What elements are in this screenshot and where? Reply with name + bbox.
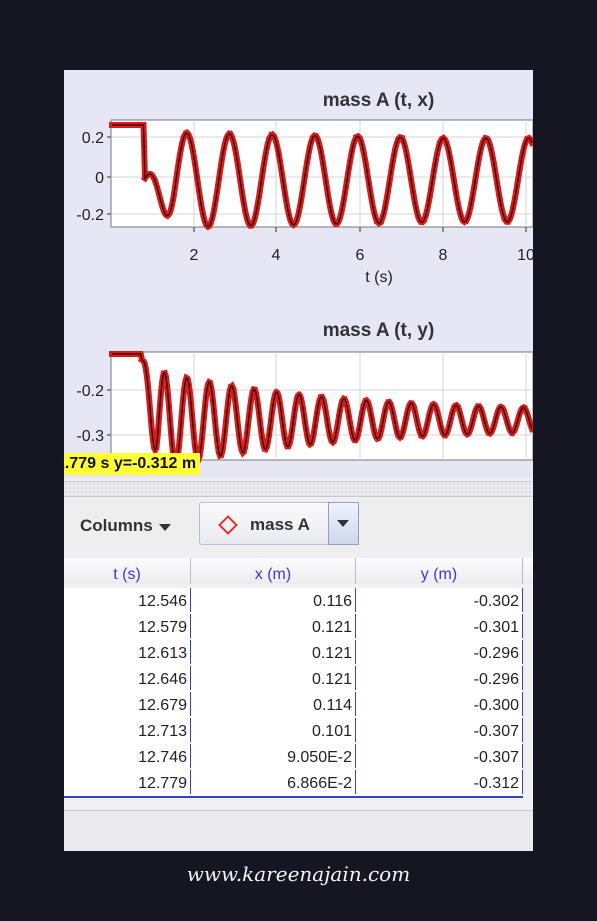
table-cell[interactable]: 12.546: [64, 588, 191, 612]
diamond-marker-icon: [218, 515, 238, 535]
column-header-x[interactable]: x (m): [191, 558, 356, 584]
table-cell[interactable]: 0.116: [191, 588, 356, 612]
table-cell[interactable]: -0.307: [356, 744, 523, 768]
x-tick-label: 6: [356, 247, 365, 264]
columns-button[interactable]: Columns: [80, 513, 171, 539]
coordinate-readout: 2.779 s y=-0.312 m: [64, 453, 201, 475]
y-tick-label: 0.2: [82, 130, 104, 147]
watermark-text: www.kareenajain.com: [186, 862, 411, 886]
table-row[interactable]: 12.546 0.116 -0.302: [64, 588, 523, 616]
plot2-graph[interactable]: -0.2 -0.3: [64, 70, 533, 478]
table-toolbar: Columns mass A: [64, 499, 533, 552]
plot1-title: mass A (t, x): [322, 90, 435, 111]
table-cell[interactable]: -0.312: [356, 770, 523, 794]
column-header-y[interactable]: y (m): [356, 558, 523, 584]
plot1-trace-line: [112, 124, 533, 228]
table-row[interactable]: 12.579 0.121 -0.301: [64, 614, 523, 642]
table-cell[interactable]: 12.713: [64, 718, 191, 742]
table-cell[interactable]: -0.301: [356, 614, 523, 638]
table-cell[interactable]: -0.300: [356, 692, 523, 716]
table-cell[interactable]: -0.296: [356, 666, 523, 690]
table-cell[interactable]: -0.307: [356, 718, 523, 742]
plot2-title: mass A (t, y): [322, 320, 435, 341]
x-tick-label: 8: [439, 247, 448, 264]
table-row[interactable]: 12.779 6.866E-2 -0.312: [64, 770, 523, 798]
table-cell[interactable]: 12.746: [64, 744, 191, 768]
y-tick-label: -0.3: [76, 428, 104, 445]
split-pane-divider[interactable]: [64, 481, 533, 497]
table-cell[interactable]: 0.121: [191, 640, 356, 664]
table-row[interactable]: 12.679 0.114 -0.300: [64, 692, 523, 720]
table-row[interactable]: 12.746 9.050E-2 -0.307: [64, 744, 523, 772]
table-row[interactable]: 12.613 0.121 -0.296: [64, 640, 523, 668]
plot1-x-axis-label: t (s): [365, 269, 393, 286]
plot1-graph[interactable]: 0.2 0 -0.2 2 4 6 8 10 t (s): [64, 70, 533, 300]
app-window: mass A (t, x) 0.2 0 -0.2 2 4 6 8 10 t (s) mass…: [64, 70, 533, 851]
column-header-filler: [523, 558, 533, 584]
y-tick-label: -0.2: [76, 207, 104, 224]
chevron-down-icon: [337, 520, 349, 527]
y-tick-label: -0.2: [76, 383, 104, 400]
table-cell[interactable]: 12.579: [64, 614, 191, 638]
table-row[interactable]: 12.713 0.101 -0.307: [64, 718, 523, 746]
table-row[interactable]: 12.646 0.121 -0.296: [64, 666, 523, 694]
series-dropdown-label: mass A: [250, 515, 310, 534]
y-tick-label: 0: [95, 170, 104, 187]
coordinate-readout-text: 2.779 s y=-0.312 m: [64, 455, 197, 472]
table-cell[interactable]: 12.779: [64, 770, 191, 794]
columns-button-label: Columns: [80, 516, 153, 535]
column-header-t[interactable]: t (s): [64, 558, 191, 584]
table-cell[interactable]: 12.613: [64, 640, 191, 664]
table-cell[interactable]: 12.646: [64, 666, 191, 690]
chevron-down-icon: [158, 523, 171, 531]
plot2-trace-line: [112, 353, 533, 467]
table-cell[interactable]: 6.866E-2: [191, 770, 356, 794]
table-cell[interactable]: -0.296: [356, 640, 523, 664]
series-dropdown[interactable]: mass A: [199, 502, 359, 545]
x-tick-label: 10: [517, 247, 533, 264]
plot-panel: mass A (t, x) 0.2 0 -0.2 2 4 6 8 10 t (s) mass…: [64, 70, 533, 478]
x-tick-label: 4: [272, 247, 281, 264]
status-bar: [64, 810, 533, 851]
table-cell[interactable]: 0.114: [191, 692, 356, 716]
x-tick-label: 2: [190, 247, 199, 264]
table-cell[interactable]: 9.050E-2: [191, 744, 356, 768]
table-cell[interactable]: 12.679: [64, 692, 191, 716]
table-cell[interactable]: 0.121: [191, 666, 356, 690]
table-cell[interactable]: 0.121: [191, 614, 356, 638]
table-cell[interactable]: -0.302: [356, 588, 523, 612]
series-dropdown-arrow-button[interactable]: [328, 502, 359, 545]
table-cell[interactable]: 0.101: [191, 718, 356, 742]
